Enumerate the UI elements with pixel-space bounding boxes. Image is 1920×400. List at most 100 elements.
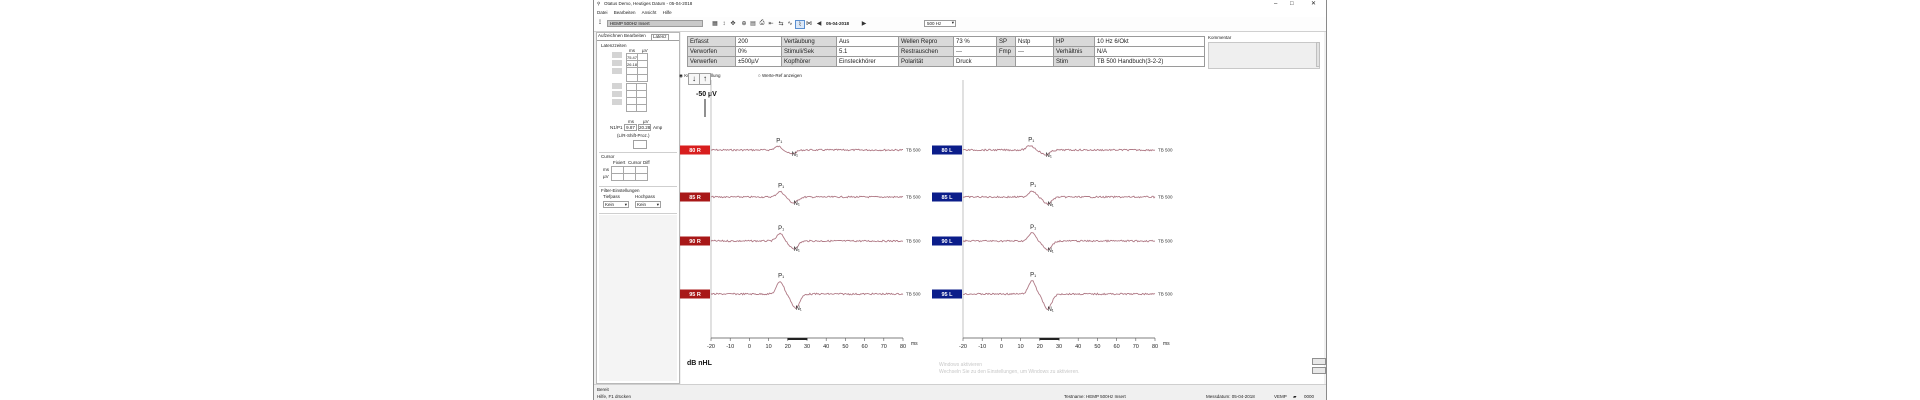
application-window: ⚲ Otatus Demo, Heutiges Datum - 05-04-20… bbox=[593, 0, 1327, 400]
x-tick-label: 30 bbox=[804, 344, 810, 350]
n1-marker: N₁ bbox=[1047, 202, 1053, 208]
merge-icon[interactable]: ⋈ bbox=[806, 21, 812, 27]
x-tick-label: 80 bbox=[1152, 344, 1158, 350]
lowpass-label: Tiefpass bbox=[603, 194, 620, 199]
status-help: Hilfe, F1 drücken bbox=[597, 394, 632, 399]
export-icon[interactable]: ⇤ bbox=[768, 21, 774, 27]
frequency-value: 500 Hz bbox=[927, 21, 942, 26]
waveform-trace bbox=[962, 145, 1156, 156]
frequency-select[interactable]: 500 Hz ▾ bbox=[924, 20, 956, 27]
status-indicator-icon: ▰ bbox=[1293, 394, 1297, 399]
level-badge bbox=[680, 192, 710, 202]
comment-field[interactable] bbox=[1208, 42, 1320, 69]
latency-table-top: 75.47 26.18 bbox=[625, 53, 649, 82]
menu-bar: Datei Bearbeiten Ansicht Hilfe bbox=[594, 9, 1326, 17]
move-both-icon[interactable]: ✥ bbox=[730, 21, 736, 27]
section-divider bbox=[599, 152, 677, 153]
p1-marker: P₁ bbox=[776, 138, 782, 144]
cursor-row-ms: ms bbox=[603, 167, 609, 172]
report-icon[interactable]: ▤ bbox=[750, 21, 756, 27]
x-tick-label: 60 bbox=[1114, 344, 1120, 350]
cursor-cell bbox=[635, 173, 648, 181]
waveform-trace bbox=[710, 232, 904, 250]
ear-icon[interactable]: ⟟ bbox=[598, 20, 602, 26]
close-button[interactable]: ✕ bbox=[1311, 1, 1317, 7]
tab-latenz[interactable]: Latenz bbox=[651, 34, 669, 40]
zoom-out-button[interactable] bbox=[1312, 367, 1326, 374]
tab-divider bbox=[597, 40, 679, 41]
protocol-select[interactable]: HEMP 500Hz Insert bbox=[607, 20, 703, 27]
x-tick-label: 0 bbox=[1000, 344, 1003, 350]
highpass-select[interactable]: Kein ▾ bbox=[635, 201, 661, 208]
arrow-down-icon: ↓ bbox=[692, 74, 696, 83]
latency-cell bbox=[637, 74, 649, 82]
x-tick-label: 70 bbox=[881, 344, 887, 350]
x-tick-label: 60 bbox=[862, 344, 868, 350]
cursor-table bbox=[611, 166, 648, 181]
minimize-button[interactable]: – bbox=[1274, 1, 1278, 7]
session-date: 05-04-2018 bbox=[826, 21, 850, 26]
zoom-in-button[interactable] bbox=[1312, 358, 1326, 365]
x-tick-label: 40 bbox=[823, 344, 829, 350]
previous-session-icon[interactable]: ◀ bbox=[816, 21, 822, 27]
x-tick-label: 50 bbox=[842, 344, 848, 350]
n1-marker: N₁ bbox=[794, 201, 800, 207]
latency-marker-p1-l[interactable] bbox=[612, 83, 622, 89]
p1-marker: P₁ bbox=[1028, 138, 1034, 144]
latency-header-uv: µV bbox=[642, 48, 648, 53]
menu-hilfe[interactable]: Hilfe bbox=[662, 10, 672, 15]
lr-shift-field[interactable] bbox=[633, 140, 647, 149]
x-tick-label: -10 bbox=[726, 344, 734, 350]
compare-icon[interactable]: ⇆ bbox=[778, 21, 784, 27]
parameter-row: Verwerfen ±500µV Kopfhörer Einsteckhörer Pol… bbox=[687, 56, 1205, 67]
n1-marker: N₁ bbox=[795, 306, 801, 312]
latency-marker-p1[interactable] bbox=[612, 52, 622, 58]
latency-marker-n1[interactable] bbox=[612, 60, 622, 66]
status-date: Messdatum: 05-04-2018 bbox=[1206, 394, 1255, 399]
grid-icon[interactable]: ▦ bbox=[712, 21, 718, 27]
status-code: 0000 bbox=[1304, 394, 1315, 399]
latency-marker-p2-l[interactable] bbox=[612, 99, 622, 105]
lowpass-select[interactable]: Kein ▾ bbox=[603, 201, 629, 208]
activation-watermark: Windows aktivieren Wechseln Sie zu den E… bbox=[939, 362, 1080, 375]
chevron-down-icon: ▾ bbox=[624, 202, 627, 207]
level-badge bbox=[932, 145, 962, 155]
p1-marker: P₁ bbox=[778, 184, 784, 190]
tab-aufzeichnen[interactable]: Aufzeichnen bbox=[598, 33, 623, 38]
ratio-header-ms: ms bbox=[628, 119, 634, 124]
zoom-icon[interactable]: ⊕ bbox=[741, 21, 747, 27]
latency-cell bbox=[625, 74, 639, 82]
menu-ansicht[interactable]: Ansicht bbox=[641, 10, 657, 15]
level-badge-label: 95 R bbox=[689, 292, 701, 298]
menu-bearbeiten[interactable]: Bearbeiten bbox=[613, 10, 636, 15]
level-badge-label: 95 L bbox=[941, 292, 953, 298]
scale-up-button[interactable]: ↑ bbox=[699, 73, 711, 85]
option-ref-values[interactable]: ○ Werte-Ref anzeigen bbox=[758, 73, 802, 79]
comment-scrollbar[interactable] bbox=[1316, 42, 1320, 67]
n1-marker: N₁ bbox=[1047, 248, 1053, 254]
x-tick-label: 40 bbox=[1075, 344, 1081, 350]
n1-marker: N₁ bbox=[1047, 307, 1053, 313]
level-badge-label: 80 L bbox=[941, 148, 953, 154]
waveform-trace bbox=[710, 190, 904, 204]
x-tick-label: 70 bbox=[1133, 344, 1139, 350]
cursor-header-diff: Diff bbox=[643, 160, 650, 165]
ratio-ms-field[interactable]: 9.87 bbox=[624, 124, 637, 131]
latency-marker-p2[interactable] bbox=[612, 68, 622, 74]
stimulus-bar bbox=[787, 338, 808, 340]
x-tick-label: 50 bbox=[1094, 344, 1100, 350]
ratio-uv-field[interactable]: 20.28 bbox=[638, 124, 651, 131]
waveform-icon[interactable]: ∿ bbox=[787, 21, 793, 27]
maximize-button[interactable]: □ bbox=[1290, 1, 1294, 7]
move-vertical-icon[interactable]: ↕ bbox=[722, 20, 726, 27]
tab-bearbeiten[interactable]: Bearbeiten bbox=[624, 33, 646, 38]
cursor-title: Cursor bbox=[601, 154, 615, 159]
print-icon[interactable]: ⎙ bbox=[759, 20, 765, 26]
latency-marker-n1-l[interactable] bbox=[612, 91, 622, 97]
overlay-icon[interactable]: ⌇ bbox=[795, 20, 805, 29]
curve-label: TB 500 bbox=[1158, 148, 1173, 153]
menu-datei[interactable]: Datei bbox=[597, 10, 608, 15]
next-session-icon[interactable]: ▶ bbox=[861, 21, 867, 27]
radio-selected-icon: ◉ bbox=[679, 73, 683, 78]
level-badge-label: 80 R bbox=[689, 148, 701, 154]
